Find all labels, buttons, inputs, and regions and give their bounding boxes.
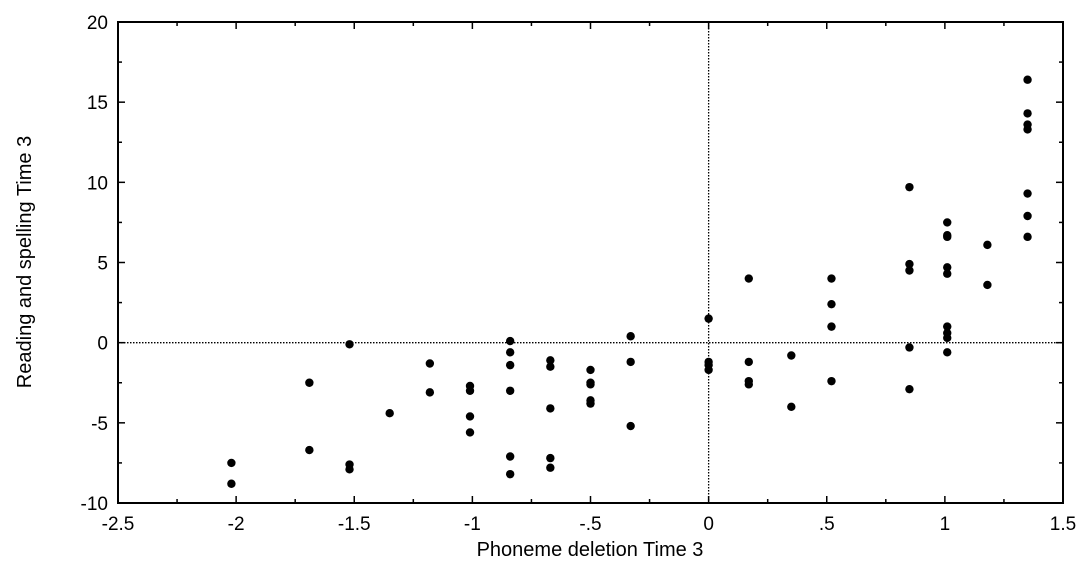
reference-lines [118, 22, 1063, 503]
data-point [345, 340, 354, 349]
data-point [505, 336, 515, 346]
data-point [546, 463, 555, 472]
y-tick-label: -10 [81, 494, 108, 515]
data-point [905, 182, 914, 192]
x-tick-label: 1.5 [1050, 514, 1076, 535]
data-point [305, 445, 314, 455]
data-point [943, 322, 952, 331]
data-point [983, 280, 992, 290]
data-point [425, 388, 435, 397]
data-point [1023, 125, 1032, 134]
y-tick-label: 0 [97, 334, 108, 355]
data-point [425, 359, 435, 368]
x-tick-label: .5 [819, 514, 835, 535]
data-point [827, 274, 836, 283]
data-point [827, 299, 836, 309]
data-point [305, 378, 314, 387]
x-tick-labels: -2.5 -2 -1.5 -1 -.5 0 .5 1 1.5 [102, 514, 1077, 535]
data-point [546, 404, 555, 413]
x-tick-label: -1.5 [338, 514, 371, 535]
data-point [345, 465, 354, 474]
data-point [465, 412, 475, 421]
data-point [943, 348, 952, 357]
y-tick-labels: -10 -5 0 5 10 15 20 [81, 13, 108, 515]
x-tick-label: -2.5 [102, 514, 135, 535]
data-point [827, 376, 836, 386]
data-point [1023, 109, 1032, 118]
y-tick-label: 15 [87, 93, 108, 114]
data-point [787, 402, 796, 411]
data-point [626, 332, 635, 341]
data-point [505, 469, 515, 479]
data-point [227, 458, 236, 468]
y-tick-label: 5 [97, 254, 108, 275]
x-tick-label: -.5 [579, 514, 601, 535]
data-point [1023, 211, 1032, 221]
data-point [905, 259, 914, 269]
data-point [704, 314, 713, 323]
data-point [546, 356, 555, 365]
data-point [385, 409, 394, 418]
data-point [465, 386, 475, 395]
data-point [505, 360, 515, 370]
data-point [744, 274, 753, 283]
data-point [1023, 189, 1032, 198]
x-tick-label: 1 [940, 514, 951, 535]
y-axis-title: Reading and spelling Time 3 [14, 136, 36, 388]
data-point [586, 365, 595, 375]
y-tick-label: -5 [91, 414, 108, 435]
x-tick-label: 0 [703, 514, 714, 535]
data-point [787, 351, 796, 360]
data-point [905, 266, 914, 275]
data-point [505, 348, 515, 357]
data-point [546, 362, 555, 371]
data-point [744, 380, 753, 389]
data-point [744, 357, 753, 367]
data-point [704, 365, 713, 375]
data-point [943, 218, 952, 227]
data-point [586, 380, 595, 389]
x-axis-title: Phoneme deletion Time 3 [477, 539, 704, 561]
data-point [943, 263, 952, 272]
data-point [465, 428, 475, 437]
data-point [505, 386, 515, 395]
x-tick-label: -1 [464, 514, 481, 535]
data-point [586, 399, 595, 408]
x-tick-label: -2 [228, 514, 245, 535]
data-point [505, 452, 515, 461]
data-point [983, 240, 992, 250]
data-point [827, 322, 836, 331]
y-tick-label: 20 [87, 13, 108, 34]
data-point [943, 232, 952, 242]
plot-frame [117, 21, 1064, 504]
data-points [227, 75, 1032, 488]
data-point [1023, 75, 1032, 84]
data-point [905, 384, 914, 394]
data-point [227, 479, 236, 488]
data-point [943, 269, 952, 278]
data-point [626, 421, 635, 431]
axis-ticks [117, 21, 1064, 504]
data-point [546, 453, 555, 463]
data-point [943, 333, 952, 343]
data-point [1023, 232, 1032, 242]
y-tick-label: 10 [87, 173, 108, 194]
data-point [905, 343, 914, 352]
data-point [626, 357, 635, 367]
